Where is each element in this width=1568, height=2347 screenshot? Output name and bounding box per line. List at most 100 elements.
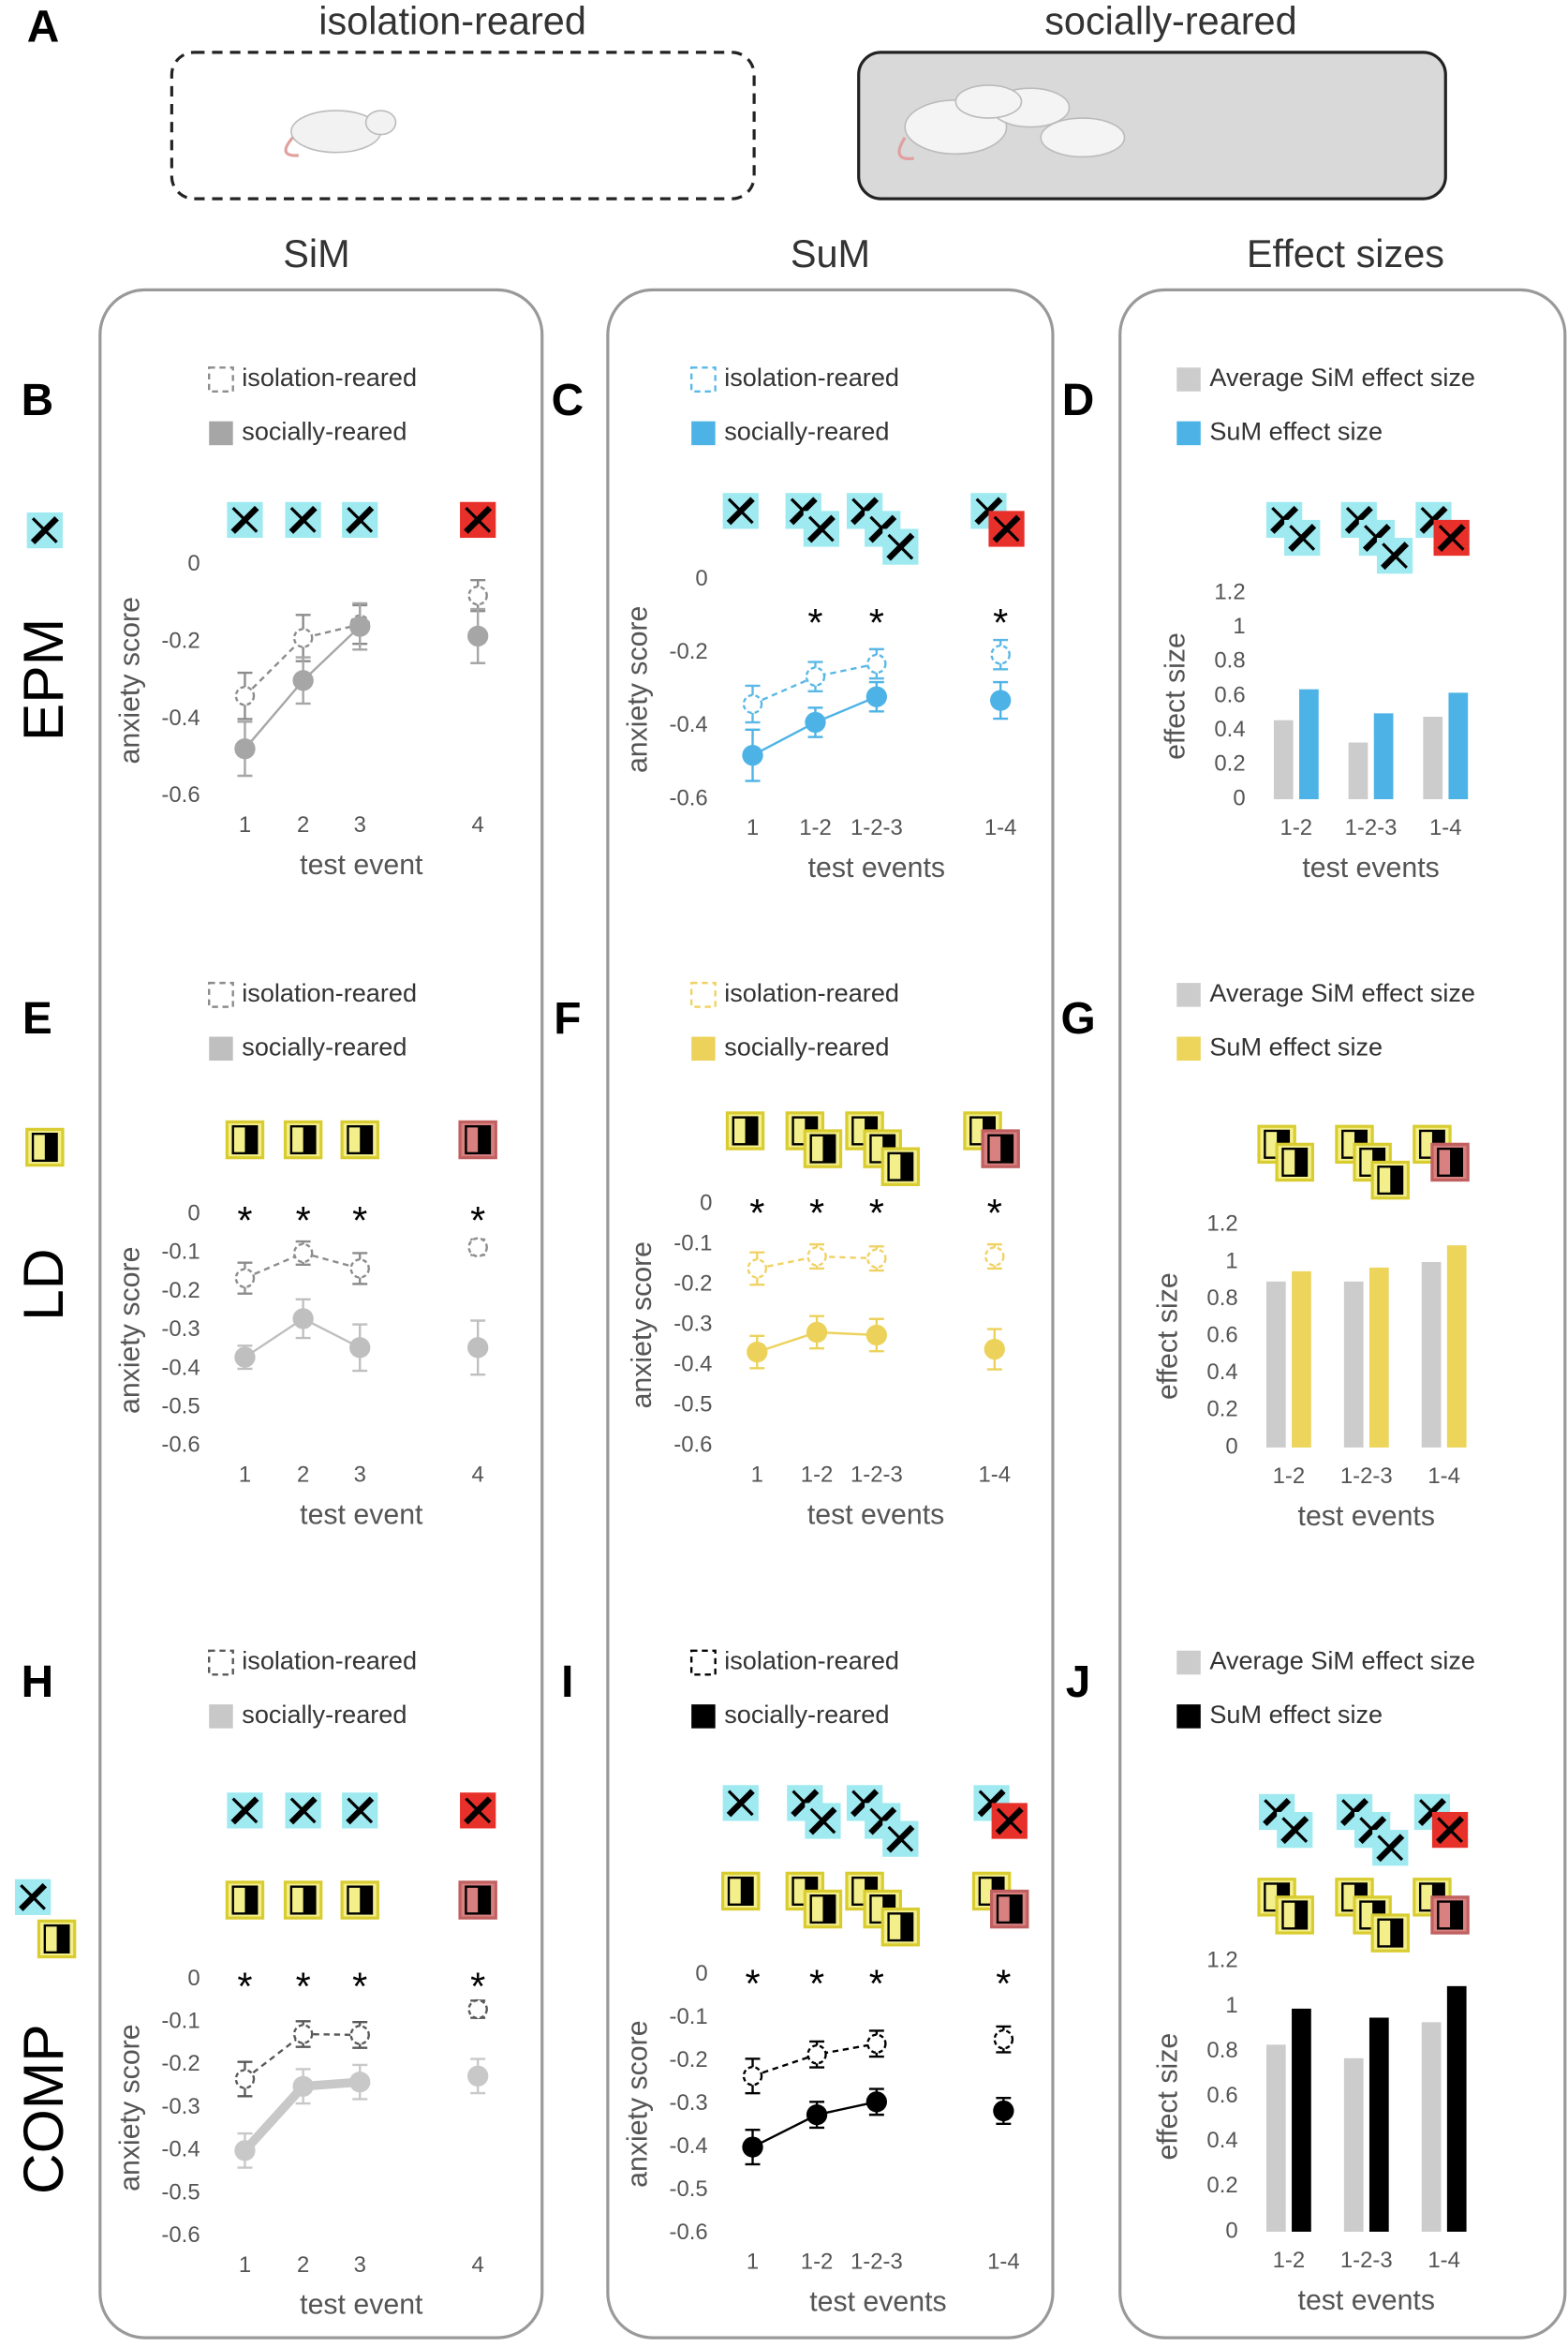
icon: [727, 1790, 754, 1817]
y-axis-title: effect size: [1152, 2033, 1183, 2161]
icon: [745, 1117, 758, 1145]
legend-swatch: [208, 366, 234, 393]
point: [467, 585, 488, 606]
y-tick-label: -0.2: [161, 628, 200, 653]
legend-swatch: [209, 1036, 233, 1062]
y-tick-label: 0.4: [1214, 717, 1245, 742]
column-box: [606, 288, 1055, 2340]
x-tick-label: 4: [472, 812, 484, 838]
icon: [347, 507, 374, 533]
panel-letter: C: [552, 376, 584, 425]
point: [866, 2033, 887, 2055]
icon: [740, 1878, 753, 1905]
icon: [900, 1152, 913, 1181]
icon: [1377, 1835, 1404, 1862]
panel-letter: E: [22, 994, 52, 1044]
point: [349, 616, 371, 637]
group-box: [170, 51, 756, 201]
y-tick-label: -0.3: [673, 1312, 712, 1337]
significance-mark: *: [470, 1198, 485, 1242]
point: [234, 2140, 256, 2161]
y-axis-title: anxiety score: [114, 2024, 145, 2191]
x-tick-label: 1: [239, 1463, 251, 1488]
legend-label: Average SiM effect size: [1209, 1646, 1475, 1675]
row-label: LD: [11, 1248, 75, 1320]
x-tick-label: 1: [239, 2252, 251, 2278]
point: [993, 2100, 1014, 2122]
point: [805, 666, 826, 687]
y-axis-title: anxiety score: [622, 606, 653, 773]
x-tick-label: 4: [472, 2252, 484, 2278]
legend-label: Average SiM effect size: [1209, 978, 1475, 1007]
icon: [1450, 1901, 1462, 1929]
bar: [1446, 1985, 1467, 2232]
point: [990, 644, 1011, 665]
icon: [822, 1895, 836, 1923]
legend-swatch: [689, 366, 717, 393]
y-tick-label: -0.4: [669, 712, 707, 737]
x-axis-title: test events: [808, 853, 945, 884]
legend-swatch: [1176, 1704, 1201, 1729]
y-tick-label: -0.5: [161, 1393, 200, 1419]
y-axis-title: anxiety score: [114, 1247, 145, 1414]
point: [292, 670, 314, 691]
point: [467, 1337, 489, 1359]
icon: [900, 1913, 913, 1941]
icon: [478, 1126, 490, 1153]
x-tick-label: 1-2: [1280, 815, 1313, 840]
legend-label: isolation-reared: [242, 363, 417, 392]
y-tick-label: 0.2: [1206, 1397, 1237, 1422]
icon: [56, 1925, 69, 1953]
bar: [1368, 1267, 1389, 1448]
y-tick-label: -0.5: [669, 2176, 707, 2202]
panel-letter: D: [1062, 376, 1095, 425]
column-title: Effect sizes: [1247, 231, 1444, 275]
significance-mark: *: [352, 1965, 367, 2009]
point: [806, 2044, 827, 2065]
y-tick-label: -0.6: [161, 782, 200, 808]
x-tick-label: 1: [751, 1463, 763, 1488]
icon: [809, 1807, 836, 1835]
point: [234, 1268, 256, 1288]
point: [806, 1321, 828, 1344]
icon: [1438, 525, 1465, 551]
y-tick-label: -0.4: [673, 1352, 712, 1377]
y-tick-label: -0.1: [669, 2004, 707, 2029]
icon: [993, 515, 1020, 542]
point: [990, 690, 1012, 711]
y-tick-label: 1.2: [1206, 1948, 1237, 1973]
x-axis-title: test events: [807, 1499, 944, 1530]
column-box: [1118, 288, 1567, 2340]
icon: [289, 1797, 317, 1824]
y-tick-label: -0.2: [669, 2047, 707, 2072]
significance-mark: *: [993, 601, 1008, 645]
column-title: SuM: [791, 231, 870, 275]
point: [865, 1324, 888, 1346]
bar: [1299, 689, 1319, 800]
legend-swatch: [691, 421, 716, 446]
x-tick-label: 2: [297, 812, 309, 838]
x-axis-title: test event: [300, 850, 423, 881]
point: [866, 653, 887, 675]
x-tick-label: 1-2-3: [1340, 1463, 1393, 1489]
icon: [44, 1134, 57, 1161]
x-tick-label: 1: [239, 812, 251, 838]
y-tick-label: 1: [1225, 1993, 1237, 2018]
y-tick-label: -0.2: [669, 639, 707, 664]
y-tick-label: 0.2: [1206, 2173, 1237, 2198]
panel-letter: G: [1060, 994, 1095, 1044]
point: [806, 2103, 828, 2126]
y-tick-label: 0: [1225, 2218, 1237, 2243]
y-tick-label: 0: [695, 566, 707, 591]
significance-mark: *: [869, 1961, 884, 2005]
icon: [1450, 1149, 1462, 1176]
icon: [887, 1825, 914, 1852]
bar: [1368, 2017, 1389, 2232]
y-tick-label: 0: [1233, 785, 1245, 810]
legend-label: isolation-reared: [724, 363, 899, 392]
legend-swatch: [1176, 1650, 1201, 1675]
point: [806, 1246, 827, 1267]
icon: [996, 1807, 1023, 1835]
x-axis-title: test events: [809, 2286, 946, 2317]
y-tick-label: 0.8: [1206, 2038, 1237, 2063]
